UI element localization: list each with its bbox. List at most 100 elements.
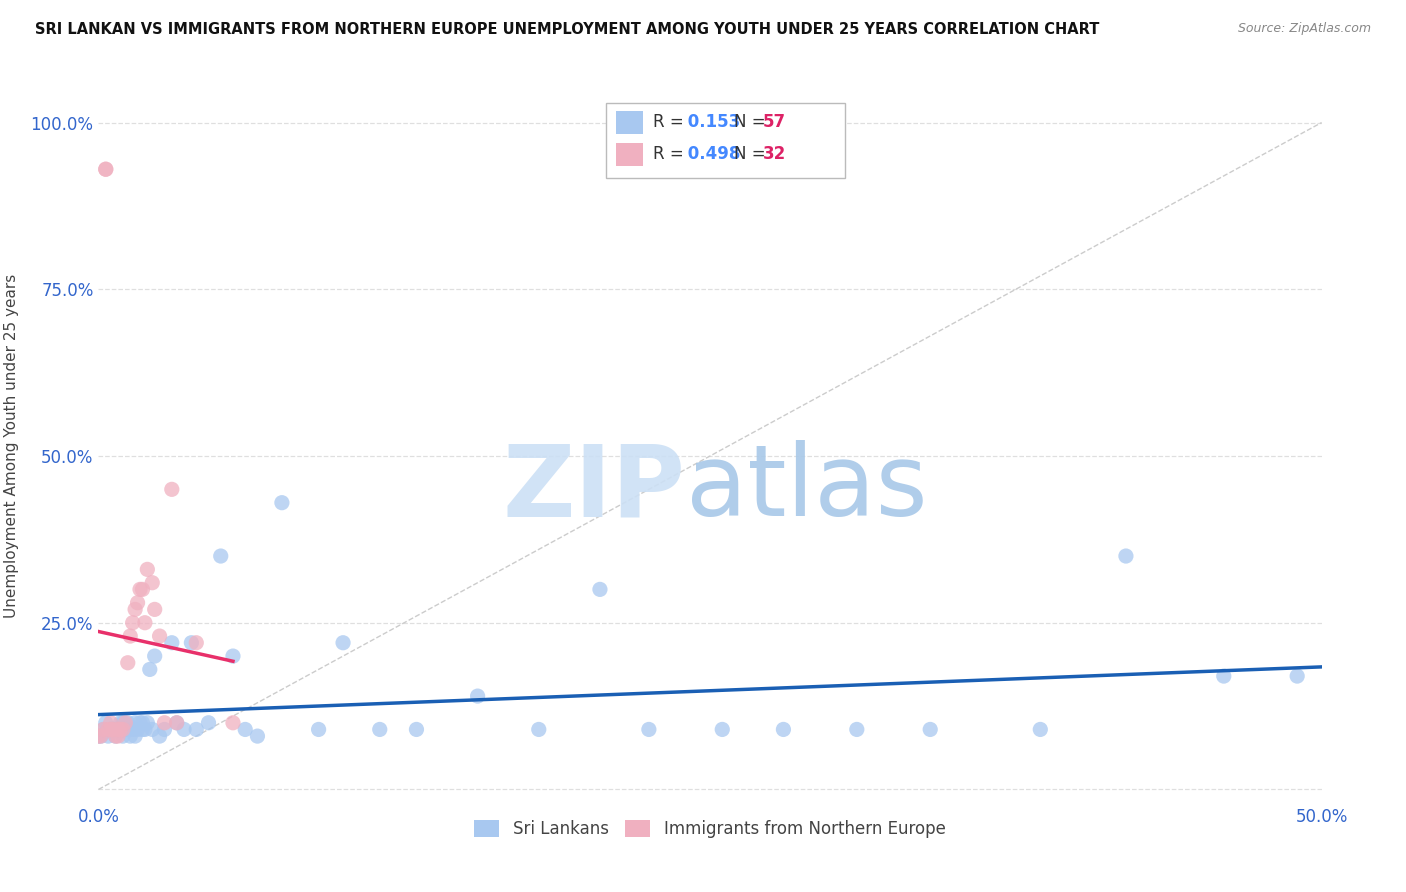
Point: [233, 723, 256, 737]
Point: [136, 715, 159, 730]
Point: [94, 715, 117, 730]
Point: [222, 715, 245, 730]
Point: [121, 723, 143, 737]
Point: [405, 723, 427, 737]
Point: [143, 649, 166, 664]
Point: [100, 723, 122, 737]
Text: atlas: atlas: [686, 441, 927, 537]
Point: [134, 615, 156, 630]
Point: [141, 723, 163, 737]
Legend: Sri Lankans, Immigrants from Northern Europe: Sri Lankans, Immigrants from Northern Eu…: [468, 813, 952, 845]
Point: [527, 723, 550, 737]
Text: R =: R =: [652, 113, 689, 131]
Point: [114, 723, 136, 737]
Point: [308, 723, 330, 737]
Point: [845, 723, 868, 737]
Point: [120, 629, 142, 643]
Point: [107, 723, 129, 737]
Point: [467, 689, 489, 703]
Point: [127, 596, 149, 610]
Point: [332, 636, 354, 650]
Text: 0.153: 0.153: [682, 113, 740, 131]
Point: [131, 715, 153, 730]
Point: [87, 729, 110, 743]
Point: [114, 715, 136, 730]
Point: [129, 715, 152, 730]
Point: [589, 582, 612, 597]
Point: [97, 723, 120, 737]
Point: [1029, 723, 1052, 737]
Point: [197, 715, 219, 730]
Point: [711, 723, 734, 737]
Text: ZIP: ZIP: [503, 441, 686, 537]
Point: [104, 729, 127, 743]
Point: [101, 723, 124, 737]
Point: [107, 723, 129, 737]
Point: [222, 649, 245, 664]
Point: [117, 723, 139, 737]
Text: 57: 57: [762, 113, 786, 131]
Point: [129, 582, 152, 597]
Point: [270, 496, 294, 510]
Point: [120, 729, 142, 743]
Point: [141, 575, 163, 590]
FancyBboxPatch shape: [616, 112, 643, 134]
Point: [124, 715, 146, 730]
Point: [186, 723, 208, 737]
Point: [920, 723, 942, 737]
Point: [160, 483, 183, 497]
Point: [772, 723, 794, 737]
Point: [111, 715, 134, 730]
Point: [166, 715, 188, 730]
Point: [97, 729, 120, 743]
FancyBboxPatch shape: [616, 143, 643, 166]
FancyBboxPatch shape: [606, 103, 845, 178]
Point: [91, 723, 114, 737]
Point: [136, 562, 159, 576]
Text: 0.498: 0.498: [682, 145, 741, 163]
Point: [134, 723, 156, 737]
Point: [117, 715, 139, 730]
Point: [111, 729, 134, 743]
Point: [111, 723, 134, 737]
Point: [90, 729, 112, 743]
Text: R =: R =: [652, 145, 689, 163]
Point: [110, 715, 132, 730]
Point: [166, 715, 188, 730]
Point: [186, 636, 208, 650]
Point: [139, 662, 162, 676]
Point: [90, 729, 112, 743]
Point: [246, 729, 269, 743]
Point: [124, 729, 146, 743]
Point: [94, 162, 117, 177]
Text: N =: N =: [734, 113, 772, 131]
Point: [149, 629, 172, 643]
Point: [160, 636, 183, 650]
Point: [124, 602, 146, 616]
Point: [100, 715, 122, 730]
Point: [107, 729, 129, 743]
Point: [180, 636, 202, 650]
Point: [143, 602, 166, 616]
Point: [149, 729, 172, 743]
Point: [637, 723, 661, 737]
Point: [153, 723, 176, 737]
Point: [100, 723, 122, 737]
Point: [94, 162, 117, 177]
Point: [91, 723, 114, 737]
Point: [1286, 669, 1309, 683]
Point: [368, 723, 391, 737]
Point: [121, 615, 143, 630]
Point: [1115, 549, 1137, 563]
Point: [131, 723, 153, 737]
Point: [110, 723, 132, 737]
Point: [117, 656, 139, 670]
Point: [101, 723, 124, 737]
Point: [1212, 669, 1234, 683]
Point: [127, 723, 149, 737]
Point: [87, 729, 110, 743]
Point: [173, 723, 195, 737]
Text: N =: N =: [734, 145, 772, 163]
Text: SRI LANKAN VS IMMIGRANTS FROM NORTHERN EUROPE UNEMPLOYMENT AMONG YOUTH UNDER 25 : SRI LANKAN VS IMMIGRANTS FROM NORTHERN E…: [35, 22, 1099, 37]
Point: [104, 729, 127, 743]
